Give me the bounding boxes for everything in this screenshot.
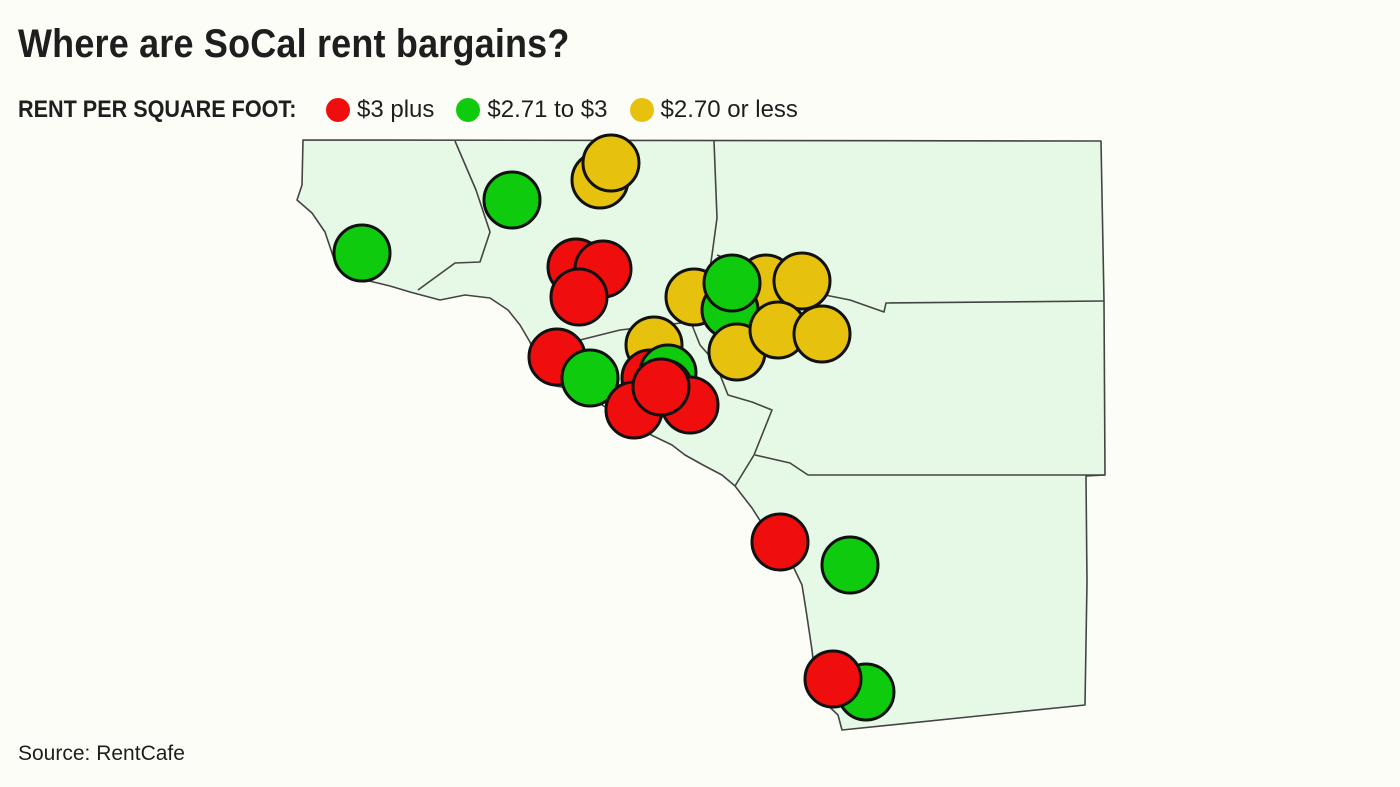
county-border xyxy=(754,454,1105,476)
city-marker xyxy=(560,348,620,408)
county-border xyxy=(689,140,773,487)
city-marker xyxy=(332,223,392,283)
legend-item-3-plus: $3 plus xyxy=(318,96,434,124)
markers-layer xyxy=(332,133,896,722)
city-marker xyxy=(549,267,609,327)
county-border xyxy=(417,140,491,291)
city-marker xyxy=(772,251,832,311)
county-shapes xyxy=(296,139,1106,731)
city-marker xyxy=(702,253,762,313)
legend-text: $2.70 or less xyxy=(660,96,798,123)
city-marker xyxy=(482,170,542,230)
legend-swatch-yellow xyxy=(629,98,654,122)
legend-swatch-red xyxy=(326,98,350,122)
legend-text: $2.71 to $3 xyxy=(487,96,608,123)
legend: RENT PER SQUARE FOOT: $3 plus $2.71 to $… xyxy=(18,94,812,126)
legend-text: $3 plus xyxy=(357,96,435,123)
legend-item-2-70-or-less: $2.70 or less xyxy=(622,96,798,124)
source-note: Source: RentCafe xyxy=(18,742,185,765)
city-marker xyxy=(820,535,880,595)
page-title: Where are SoCal rent bargains? xyxy=(18,22,570,66)
legend-label: RENT PER SQUARE FOOT: xyxy=(18,96,297,123)
legend-item-2-71-to-3: $2.71 to $3 xyxy=(448,96,608,124)
city-marker xyxy=(631,357,691,417)
city-marker xyxy=(792,304,852,364)
city-marker xyxy=(581,133,641,193)
land-outline xyxy=(296,139,1106,731)
legend-swatch-green xyxy=(456,98,481,122)
city-marker xyxy=(803,649,863,709)
city-marker xyxy=(750,512,810,572)
